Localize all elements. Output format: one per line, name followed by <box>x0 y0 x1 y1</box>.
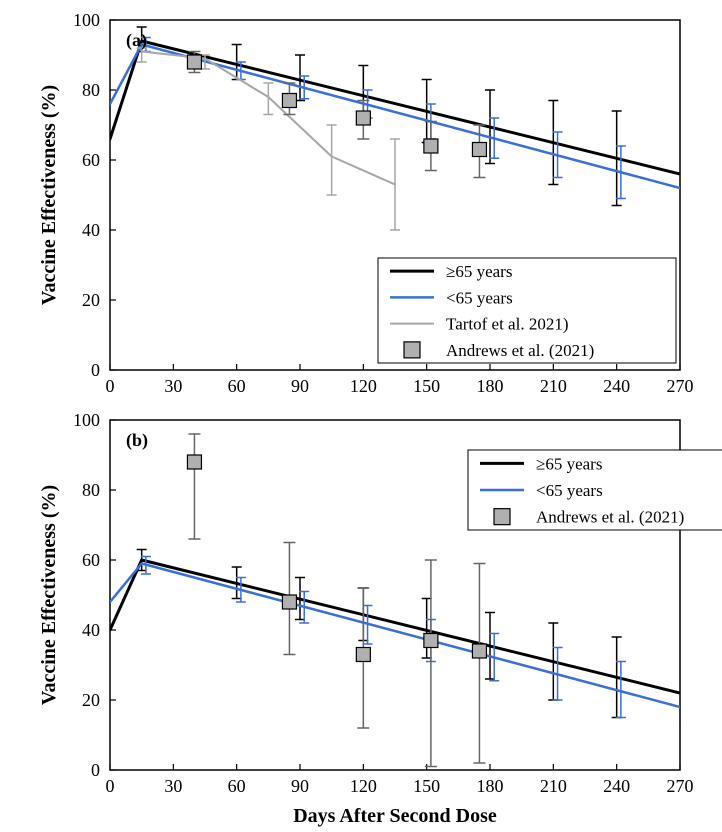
x-tick-label: 90 <box>291 776 309 796</box>
y-tick-label: 20 <box>82 290 100 310</box>
panel-label: (b) <box>126 430 148 451</box>
x-tick-label: 30 <box>164 376 182 396</box>
x-tick-label: 0 <box>106 776 115 796</box>
chart-figure: 0 30 60 90 120 150 180 210 240 270 0 20 40 60 80 100 Vac… <box>0 0 722 832</box>
x-tick-label: 60 <box>228 776 246 796</box>
marker-andrews <box>282 94 296 108</box>
x-tick-label: 150 <box>413 376 440 396</box>
y-tick-label: 80 <box>82 480 100 500</box>
marker-andrews <box>424 634 438 648</box>
y-tick-label: 40 <box>82 220 100 240</box>
y-tick-label: 100 <box>73 410 100 430</box>
x-tick-label: 210 <box>540 376 567 396</box>
x-tick-label: 240 <box>603 376 630 396</box>
legend: ≥65 years <65 years Andrews et al. (2021) <box>468 450 722 530</box>
x-tick-label: 270 <box>667 776 694 796</box>
marker-andrews <box>356 111 370 125</box>
x-tick-label: 240 <box>603 776 630 796</box>
y-tick-label: 100 <box>73 10 100 30</box>
marker-andrews <box>356 648 370 662</box>
y-tick-label: 40 <box>82 620 100 640</box>
legend-label: <65 years <box>446 288 513 307</box>
x-tick-label: 150 <box>413 776 440 796</box>
y-tick-label: 0 <box>91 760 100 780</box>
legend-label: Tartof et al. 2021) <box>446 315 569 334</box>
y-tick-label: 0 <box>91 360 100 380</box>
x-tick-label: 90 <box>291 376 309 396</box>
x-tick-label: 270 <box>667 376 694 396</box>
y-tick-label: 20 <box>82 690 100 710</box>
x-tick-label: 180 <box>477 376 504 396</box>
legend-label: Andrews et al. (2021) <box>536 508 684 527</box>
x-tick-label: 0 <box>106 376 115 396</box>
y-axis-label: Vaccine Effectiveness (%) <box>38 485 60 705</box>
marker-andrews <box>282 595 296 609</box>
y-tick-label: 60 <box>82 550 100 570</box>
legend-swatch <box>404 342 420 358</box>
legend-label: ≥65 years <box>446 262 512 281</box>
marker-andrews <box>472 143 486 157</box>
y-axis-label: Vaccine Effectiveness (%) <box>38 85 60 305</box>
legend-swatch <box>494 509 510 525</box>
x-axis-label: Days After Second Dose <box>293 805 497 827</box>
y-tick-label: 80 <box>82 80 100 100</box>
legend-label: ≥65 years <box>536 454 602 473</box>
panel-label: (a) <box>126 30 147 51</box>
legend-label: Andrews et al. (2021) <box>446 341 594 360</box>
marker-andrews <box>472 644 486 658</box>
marker-andrews <box>187 455 201 469</box>
legend: ≥65 years <65 years Tartof et al. 2021) And… <box>378 258 676 363</box>
x-tick-label: 180 <box>477 776 504 796</box>
x-tick-label: 210 <box>540 776 567 796</box>
x-tick-label: 30 <box>164 776 182 796</box>
marker-andrews <box>424 139 438 153</box>
marker-andrews <box>187 55 201 69</box>
legend-label: <65 years <box>536 481 603 500</box>
y-tick-label: 60 <box>82 150 100 170</box>
x-tick-label: 60 <box>228 376 246 396</box>
x-tick-label: 120 <box>350 376 377 396</box>
x-tick-label: 120 <box>350 776 377 796</box>
